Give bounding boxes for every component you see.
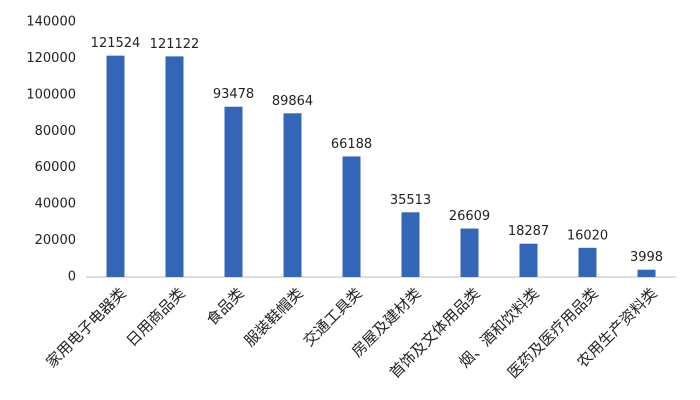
bar: [401, 212, 420, 277]
bar: [342, 156, 361, 277]
bar: [637, 269, 656, 277]
y-tick-label: 40000: [35, 197, 76, 212]
data-label: 16020: [567, 228, 608, 243]
bar: [106, 55, 125, 278]
data-label: 26609: [449, 209, 490, 224]
data-label: 93478: [213, 87, 254, 102]
bar: [224, 106, 243, 277]
y-tick-label: 120000: [26, 51, 76, 66]
y-tick-label: 100000: [26, 87, 76, 102]
bar: [283, 113, 302, 277]
y-tick-label: 0: [68, 270, 76, 285]
bar: [519, 243, 538, 277]
data-label: 35513: [390, 193, 431, 208]
y-tick-label: 60000: [35, 160, 76, 175]
data-label: 121524: [91, 36, 141, 51]
bar: [165, 56, 184, 277]
bar: [578, 247, 597, 277]
bar: [460, 228, 479, 277]
y-tick-label: 80000: [35, 124, 76, 139]
data-label: 18287: [508, 224, 549, 239]
data-label: 3998: [630, 250, 663, 265]
x-tick-label: 日用商品类: [123, 284, 189, 350]
x-tick-label: 服装鞋帽类: [241, 284, 307, 350]
data-label: 121122: [150, 37, 200, 52]
data-label: 89864: [272, 94, 313, 109]
y-tick-label: 20000: [35, 233, 76, 248]
x-tick-label: 家用电子电器类: [43, 284, 130, 371]
x-tick-label: 食品类: [203, 284, 248, 329]
y-tick-label: 140000: [26, 15, 76, 30]
data-label: 66188: [331, 137, 372, 152]
